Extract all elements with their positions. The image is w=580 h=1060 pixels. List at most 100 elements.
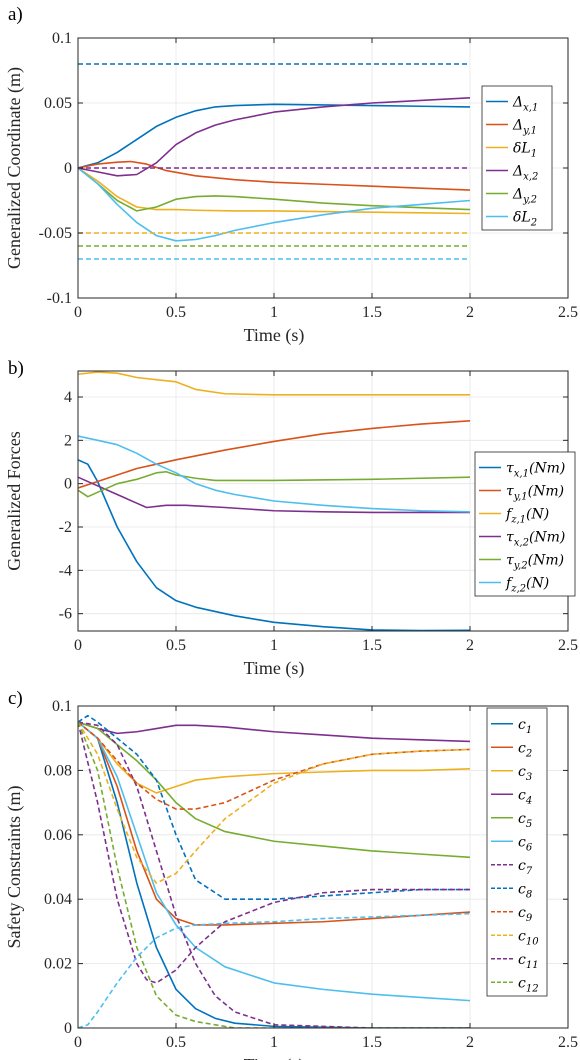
- x-tick-label: 2: [466, 304, 474, 321]
- legend-entry: δL2: [513, 210, 537, 229]
- legend-entry: Δx,2: [512, 164, 538, 183]
- x-tick-label: 2: [466, 637, 474, 654]
- y-axis-label: Safety Constraints (m): [4, 786, 25, 949]
- legend-entry: Δy,2: [512, 187, 537, 206]
- legend: Δx,1 Δy,1 δL1 Δx,2 Δy,2 δL2: [481, 85, 553, 231]
- y-tick-label: 0.02: [44, 956, 72, 973]
- y-tick-label: 0: [64, 1020, 72, 1037]
- x-tick-label: 0.5: [166, 637, 186, 654]
- y-tick-label: 0.08: [44, 762, 72, 779]
- legend-entry: Δy,1: [512, 118, 537, 137]
- legend-entry: τy,2(Nm): [506, 553, 564, 572]
- series-line-10: [78, 721, 471, 884]
- legend-entry: c6: [518, 834, 533, 853]
- legend-entry: c3: [518, 764, 532, 783]
- panel-2: b) 0 0.5 1 1.5 2 2.5 -6 -4 -2 0 2 4 Time (s) Generaliz…: [4, 358, 578, 679]
- series-line-7: [78, 721, 470, 1028]
- legend-entry: τx,2(Nm): [506, 530, 565, 549]
- x-tick-label: 1: [270, 304, 278, 321]
- legend: c1 c2 c3 c4 c5 c6 c7 c8 c9 c10 c11 c12: [486, 707, 548, 997]
- x-axis-label: Time (s): [244, 658, 305, 679]
- x-axis-label: Time (s): [244, 1055, 305, 1060]
- legend-entry: c2: [518, 740, 532, 759]
- y-tick-label: 0.04: [44, 891, 72, 908]
- legend-entry: c12: [518, 975, 539, 994]
- legend-entry: δL1: [513, 141, 537, 160]
- series-line-1: [78, 721, 470, 1028]
- legend-entry: c10: [518, 928, 539, 947]
- legend-entry: τx,1(Nm): [506, 461, 565, 480]
- legend-box: [474, 451, 576, 597]
- series-line-6: [78, 167, 471, 242]
- x-axis-label: Time (s): [244, 325, 305, 346]
- panel-1: a) 0 0.5 1 1.5 2 2.5 -0.1 -0.05 0 0.05 0.1 Time (s) G…: [4, 4, 578, 346]
- series-line-4: [78, 476, 470, 514]
- series-line-3: [78, 371, 470, 396]
- series-line-1: [78, 103, 471, 169]
- legend-box: [486, 707, 548, 997]
- series-line-4: [78, 97, 471, 177]
- series-line-5: [78, 721, 471, 859]
- legend-box: [481, 85, 553, 231]
- y-tick-label: 2: [64, 432, 72, 449]
- legend-entry: c11: [518, 952, 539, 971]
- x-tick-label: 1.5: [362, 637, 382, 654]
- legend-entry: c1: [518, 717, 532, 736]
- y-tick-label: -2: [59, 519, 72, 536]
- panel-label: a): [8, 4, 23, 25]
- x-tick-label: 1: [270, 1034, 278, 1051]
- legend-entry: Δx,1: [512, 95, 538, 114]
- y-tick-label: 0.1: [52, 698, 72, 715]
- series-line-12: [78, 721, 470, 1028]
- x-tick-label: 0.5: [166, 304, 186, 321]
- series-line-9: [78, 721, 471, 810]
- y-tick-label: -4: [59, 562, 72, 579]
- series-line-4: [78, 721, 471, 743]
- axes-box: [77, 705, 569, 1029]
- legend-entry: fz,2(N): [505, 576, 549, 595]
- series-line-8: [78, 714, 470, 900]
- y-tick-label: -0.05: [39, 225, 72, 242]
- y-tick-label: 0.06: [44, 827, 72, 844]
- x-tick-label: 0: [74, 637, 82, 654]
- legend-entry: c4: [518, 787, 532, 806]
- x-tick-label: 2.5: [558, 637, 578, 654]
- x-tick-label: 0.5: [166, 1034, 186, 1051]
- series-line-3: [78, 167, 471, 215]
- x-tick-label: 1.5: [362, 1034, 382, 1051]
- panel-label: c): [8, 688, 23, 709]
- series-line-2: [78, 420, 471, 489]
- legend-entry: c8: [518, 881, 532, 900]
- legend-entry: c9: [518, 905, 533, 924]
- series-line-5: [78, 470, 471, 498]
- x-tick-label: 1.5: [362, 304, 382, 321]
- x-tick-label: 2.5: [558, 1034, 578, 1051]
- series-line-11: [78, 721, 470, 984]
- x-tick-label: 1: [270, 637, 278, 654]
- series-line-1: [78, 459, 471, 631]
- y-tick-label: 0.1: [52, 30, 72, 47]
- y-tick-label: 0.05: [44, 95, 72, 112]
- legend-entry: fz,1(N): [505, 507, 549, 526]
- panel-3: c) 0 0.5 1 1.5 2 2.5 0 0.02 0.04 0.06 0.08 0.1 Time (…: [4, 688, 578, 1060]
- y-axis-label: Generalized Forces: [4, 431, 24, 570]
- x-tick-label: 0: [74, 1034, 82, 1051]
- x-tick-label: 0: [74, 304, 82, 321]
- panel-label: b): [8, 358, 24, 379]
- legend-entry: c7: [518, 858, 533, 877]
- y-tick-label: 0: [64, 160, 72, 177]
- series-line-3: [78, 721, 471, 794]
- y-tick-label: 4: [64, 389, 72, 406]
- series-line-2: [78, 160, 471, 191]
- x-tick-label: 2.5: [558, 304, 578, 321]
- x-tick-label: 2: [466, 1034, 474, 1051]
- series-line-5: [78, 167, 471, 212]
- y-tick-label: -0.1: [47, 290, 72, 307]
- series-line-13: [78, 912, 471, 1028]
- legend-entry: τy,1(Nm): [506, 484, 564, 503]
- y-tick-label: -6: [59, 606, 72, 623]
- y-axis-label: Generalized Coordinate (m): [4, 67, 25, 269]
- y-tick-label: 0: [64, 476, 72, 493]
- legend: τx,1(Nm) τy,1(Nm) fz,1(N) τx,2(Nm) τy,2(Nm) f…: [474, 451, 576, 597]
